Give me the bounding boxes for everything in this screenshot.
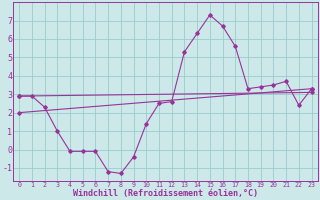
X-axis label: Windchill (Refroidissement éolien,°C): Windchill (Refroidissement éolien,°C) <box>73 189 258 198</box>
